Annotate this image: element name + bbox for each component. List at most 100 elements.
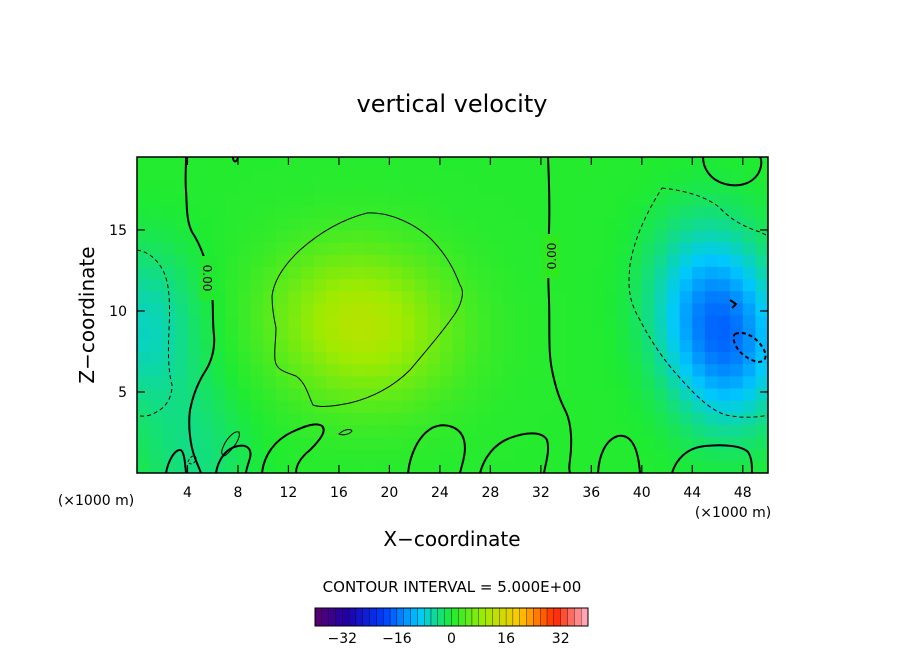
- heatmap-cell: [137, 448, 151, 462]
- heatmap-cell: [452, 278, 466, 292]
- heatmap-cell: [641, 193, 656, 207]
- heatmap-cell: [275, 290, 290, 304]
- heatmap-cell: [465, 157, 479, 170]
- heatmap-cell: [502, 387, 517, 401]
- heatmap-cell: [730, 412, 744, 425]
- heatmap-cell: [338, 290, 353, 304]
- heatmap-cell: [578, 302, 592, 316]
- heatmap-cell: [591, 229, 605, 243]
- heatmap-cell: [591, 181, 605, 195]
- heatmap-cell: [414, 266, 428, 280]
- colorbar-cell: [417, 607, 425, 627]
- heatmap-cell: [528, 400, 542, 413]
- heatmap-cell: [591, 193, 605, 207]
- heatmap-cell: [225, 339, 239, 353]
- heatmap-cell: [263, 302, 277, 316]
- heatmap-cell: [376, 242, 390, 255]
- heatmap-cell: [629, 436, 643, 450]
- heatmap-cell: [553, 351, 567, 365]
- heatmap-cell: [477, 157, 491, 170]
- heatmap-cell: [439, 278, 454, 292]
- heatmap-cell: [376, 302, 390, 316]
- heatmap-cell: [376, 193, 390, 207]
- colorbar-cell: [485, 607, 493, 627]
- heatmap-cell: [490, 387, 504, 401]
- colorbar-frame: [314, 607, 589, 627]
- heatmap-cell: [755, 436, 768, 450]
- heatmap-cell: [250, 448, 264, 462]
- heatmap-cell: [275, 229, 290, 243]
- heatmap-cell: [540, 412, 555, 425]
- heatmap-cell: [616, 278, 630, 292]
- heatmap-cell: [704, 436, 719, 450]
- heatmap-cell: [338, 339, 353, 353]
- heatmap-cell: [376, 339, 390, 353]
- heatmap-cell: [490, 193, 504, 207]
- heatmap-cell: [654, 229, 668, 243]
- heatmap-cell: [528, 254, 542, 267]
- heatmap-cell: [301, 412, 315, 425]
- heatmap-cell: [427, 375, 441, 389]
- heatmap-cell: [200, 315, 214, 328]
- heatmap-cell: [603, 460, 618, 473]
- heatmap-cell: [490, 460, 504, 473]
- heatmap-cell: [755, 448, 768, 462]
- heatmap-cell: [591, 217, 605, 231]
- heatmap-cell: [540, 351, 555, 365]
- heatmap-cell: [667, 278, 681, 292]
- heatmap-cell: [212, 302, 226, 316]
- heatmap-cell: [364, 278, 378, 292]
- heatmap-cell: [566, 400, 580, 413]
- heatmap-cell: [162, 254, 176, 267]
- heatmap-cell: [730, 217, 744, 231]
- colorbar-cell: [444, 607, 452, 627]
- heatmap-cell: [439, 460, 454, 473]
- heatmap-cell: [603, 387, 618, 401]
- heatmap-cell: [439, 387, 454, 401]
- heatmap-cell: [755, 375, 768, 389]
- contour-label-mid: 0.00: [545, 243, 559, 270]
- heatmap-cell: [465, 302, 479, 316]
- heatmap-cell: [326, 363, 340, 377]
- heatmap-cell: [225, 302, 239, 316]
- heatmap-cell: [149, 217, 163, 231]
- heatmap-cell: [452, 460, 466, 473]
- heatmap-cell: [667, 229, 681, 243]
- colorbar-cell: [567, 607, 575, 627]
- colorbar-cell: [471, 607, 479, 627]
- heatmap-cell: [641, 436, 656, 450]
- heatmap-cell: [540, 302, 555, 316]
- heatmap-cell: [439, 157, 454, 170]
- heatmap-cell: [250, 339, 264, 353]
- heatmap-cell: [730, 278, 744, 292]
- heatmap-cell: [654, 266, 668, 280]
- heatmap-cell: [679, 327, 693, 340]
- heatmap-cell: [137, 363, 151, 377]
- heatmap-cell: [717, 363, 731, 377]
- heatmap-cell: [717, 315, 731, 328]
- heatmap-cell: [742, 351, 756, 365]
- heatmap-cell: [629, 363, 643, 377]
- heatmap-cell: [654, 181, 668, 195]
- heatmap-cell: [326, 400, 340, 413]
- heatmap-cell: [414, 424, 428, 438]
- heatmap-cell: [402, 315, 416, 328]
- heatmap-cell: [603, 242, 618, 255]
- heatmap-cell: [730, 254, 744, 267]
- heatmap-cell: [553, 205, 567, 219]
- heatmap-cell: [364, 351, 378, 365]
- heatmap-cell: [490, 157, 504, 170]
- heatmap-cell: [616, 400, 630, 413]
- heatmap-cell: [162, 242, 176, 255]
- heatmap-cell: [591, 351, 605, 365]
- heatmap-cell: [603, 254, 618, 267]
- heatmap-cell: [288, 302, 302, 316]
- heatmap-cell: [540, 400, 555, 413]
- heatmap-cell: [578, 412, 592, 425]
- heatmap-cell: [137, 193, 151, 207]
- heatmap-cell: [502, 448, 517, 462]
- heatmap-cell: [275, 169, 290, 182]
- colorbar-cell: [492, 607, 500, 627]
- heatmap-cell: [515, 327, 529, 340]
- heatmap-cell: [679, 169, 693, 182]
